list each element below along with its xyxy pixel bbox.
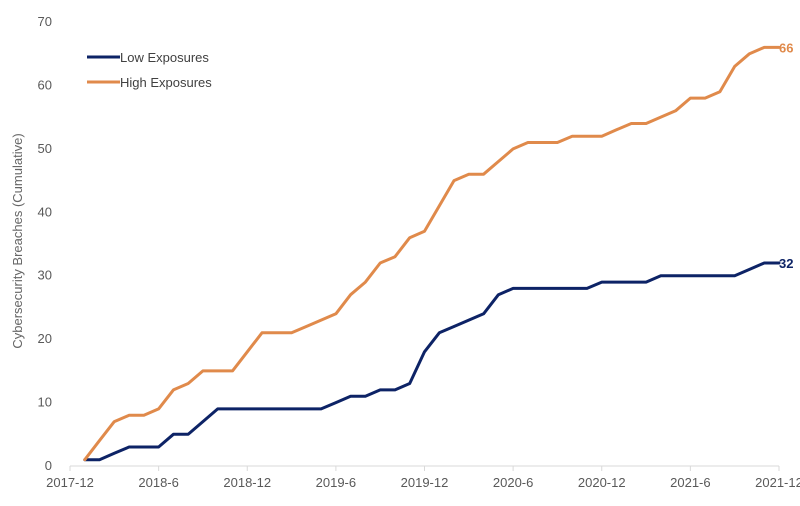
x-tick-label: 2021-6 (670, 475, 710, 490)
y-tick-label: 20 (38, 331, 52, 346)
series-layer: 32 66 (83, 40, 793, 462)
series-end-label: 32 (779, 256, 793, 271)
y-tick-label: 30 (38, 268, 52, 283)
y-tick-label: 0 (45, 458, 52, 473)
legend-label: Low Exposures (120, 50, 209, 65)
x-axis-ticks: 2017-12 2018-6 2018-12 2019-6 2019-12 2020-6 2… (46, 466, 800, 490)
x-tick-label: 2021-12 (755, 475, 800, 490)
y-tick-label: 40 (38, 204, 52, 219)
x-tick-label: 2019-12 (401, 475, 449, 490)
series-line-low-exposures (83, 261, 781, 462)
x-tick-label: 2020-6 (493, 475, 533, 490)
x-tick-label: 2018-6 (138, 475, 178, 490)
legend: Low Exposures High Exposures (87, 50, 212, 90)
y-tick-label: 10 (38, 395, 52, 410)
legend-label: High Exposures (120, 75, 212, 90)
x-tick-label: 2017-12 (46, 475, 94, 490)
series-end-label: 66 (779, 40, 793, 55)
y-axis-label: Cybersecurity Breaches (Cumulative) (10, 133, 25, 348)
y-tick-label: 60 (38, 77, 52, 92)
x-tick-label: 2020-12 (578, 475, 626, 490)
y-tick-label: 50 (38, 141, 52, 156)
x-tick-label: 2018-12 (223, 475, 271, 490)
y-axis-ticks: 0 10 20 30 40 50 60 70 (38, 14, 52, 473)
x-tick-label: 2019-6 (316, 475, 356, 490)
series-line-high-exposures (83, 45, 781, 462)
y-tick-label: 70 (38, 14, 52, 29)
